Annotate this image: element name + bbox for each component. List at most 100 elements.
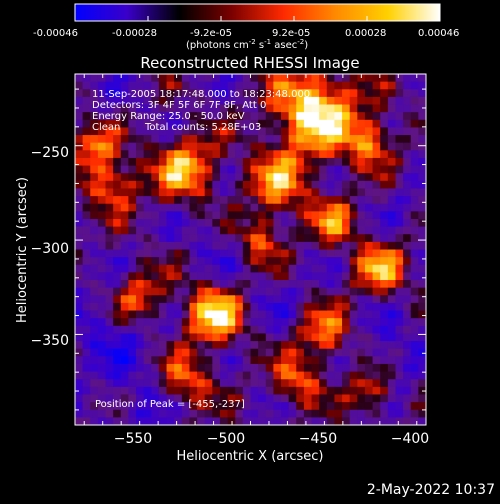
heatmap-cell: [403, 188, 412, 197]
heatmap-cell: [303, 218, 313, 228]
heatmap-cell: [296, 409, 305, 418]
heatmap-cell: [181, 150, 191, 159]
heatmap-cell: [288, 333, 297, 342]
heatmap-cell: [258, 356, 267, 365]
heatmap-cell: [105, 409, 114, 418]
heatmap-cell: [311, 348, 320, 357]
heatmap-cell: [113, 363, 122, 373]
heatmap-cell: [212, 272, 221, 281]
heatmap-cell: [189, 81, 198, 90]
heatmap-cell: [219, 257, 229, 266]
heatmap-cell: [418, 356, 426, 365]
heatmap-cell: [372, 150, 381, 159]
heatmap-cell: [151, 226, 160, 235]
heatmap-cell: [288, 341, 297, 350]
heatmap-cell: [418, 112, 426, 121]
heatmap-cell: [296, 341, 305, 350]
heatmap-cell: [204, 74, 213, 83]
heatmap-cell: [349, 379, 358, 388]
heatmap-cell: [357, 386, 366, 396]
heatmap-cell: [136, 119, 145, 129]
heatmap-cell: [136, 295, 145, 304]
heatmap-cell: [364, 333, 374, 342]
heatmap-cell: [128, 165, 137, 174]
heatmap-cell: [143, 386, 152, 396]
heatmap-cell: [90, 379, 99, 388]
heatmap-cell: [387, 196, 397, 205]
heatmap-cell: [387, 150, 397, 159]
heatmap-cell: [82, 280, 91, 289]
heatmap-cell: [334, 356, 343, 365]
heatmap-cell: [136, 280, 145, 289]
heatmap-cell: [319, 218, 328, 228]
heatmap-cell: [380, 417, 389, 425]
heatmap-cell: [410, 394, 419, 403]
heatmap-cell: [403, 127, 412, 136]
heatmap-cell: [410, 226, 419, 235]
heatmap-cell: [418, 295, 426, 304]
heatmap-cell: [418, 196, 426, 205]
annotation-detectors: Detectors: 3F 4F 5F 6F 7F 8F, Att 0: [92, 100, 266, 111]
heatmap-cell: [219, 211, 229, 220]
heatmap-cell: [372, 211, 381, 220]
heatmap-cell: [242, 341, 252, 350]
heatmap-cell: [197, 150, 206, 159]
heatmap-cell: [273, 89, 282, 98]
heatmap-cell: [418, 241, 426, 251]
heatmap-cell: [158, 356, 168, 365]
heatmap-cell: [380, 333, 389, 342]
heatmap-cell: [258, 81, 267, 90]
heatmap-cell: [372, 417, 381, 425]
heatmap-cell: [90, 272, 99, 281]
heatmap-cell: [105, 272, 114, 281]
heatmap-cell: [273, 402, 282, 411]
heatmap-cell: [181, 302, 191, 312]
heatmap-cell: [128, 302, 137, 312]
heatmap-cell: [288, 249, 297, 258]
heatmap-cell: [250, 333, 259, 342]
heatmap-cell: [273, 341, 282, 350]
heatmap-cell: [75, 394, 84, 403]
heatmap-cell: [410, 386, 419, 396]
heatmap-cell: [281, 196, 290, 205]
heatmap-cell: [311, 127, 320, 136]
axis-ticks: [75, 74, 426, 425]
heatmap-cell: [235, 127, 244, 136]
heatmap-cell: [311, 272, 320, 281]
heatmap-cell: [235, 394, 244, 403]
heatmap-cell: [219, 112, 229, 121]
heatmap-cell: [204, 272, 213, 281]
heatmap-cell: [387, 325, 397, 335]
heatmap-cell: [151, 333, 160, 342]
heatmap-cell: [265, 272, 274, 281]
heatmap-cell: [349, 188, 358, 197]
heatmap-cell: [174, 295, 183, 304]
heatmap-cell: [380, 104, 389, 113]
heatmap-cell: [219, 280, 229, 289]
heatmap-cell: [281, 112, 290, 121]
heatmap-cell: [90, 325, 99, 335]
heatmap-cell: [120, 157, 130, 167]
heatmap-cell: [166, 257, 175, 266]
heatmap-cell: [326, 264, 336, 273]
heatmap-cell: [204, 249, 213, 258]
heatmap-cell: [136, 112, 145, 121]
heatmap-cell: [189, 295, 198, 304]
heatmap-cell: [181, 241, 191, 251]
heatmap-cell: [357, 310, 366, 319]
heatmap-cell: [90, 142, 99, 151]
heatmap-cell: [242, 394, 252, 403]
heatmap-cell: [97, 218, 107, 228]
heatmap-cell: [380, 150, 389, 159]
heatmap-cell: [75, 272, 84, 281]
heatmap-cell: [204, 150, 213, 159]
heatmap-cell: [136, 356, 145, 365]
heatmap-cell: [265, 287, 274, 296]
heatmap-cell: [204, 89, 213, 98]
heatmap-cell: [189, 272, 198, 281]
heatmap-cell: [227, 196, 236, 205]
footer-timestamp: 2-May-2022 10:37: [367, 482, 495, 498]
heatmap-cell: [387, 264, 397, 273]
heatmap-cell: [250, 211, 259, 220]
heatmap-cell: [128, 188, 137, 197]
